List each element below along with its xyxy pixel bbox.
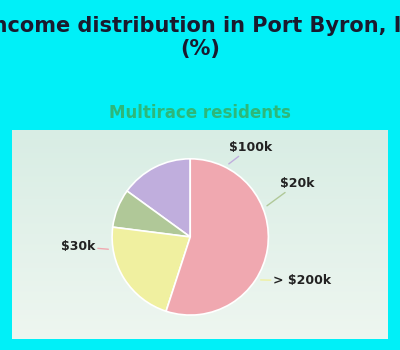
Text: > $200k: > $200k — [261, 274, 332, 287]
Text: Income distribution in Port Byron, IL
(%): Income distribution in Port Byron, IL (%… — [0, 16, 400, 59]
Wedge shape — [113, 191, 190, 237]
Text: $30k: $30k — [61, 240, 108, 253]
Text: $20k: $20k — [267, 177, 315, 206]
Wedge shape — [127, 159, 190, 237]
Text: Multirace residents: Multirace residents — [109, 104, 291, 122]
Wedge shape — [166, 159, 268, 315]
Text: $100k: $100k — [229, 141, 272, 164]
Wedge shape — [112, 227, 190, 311]
